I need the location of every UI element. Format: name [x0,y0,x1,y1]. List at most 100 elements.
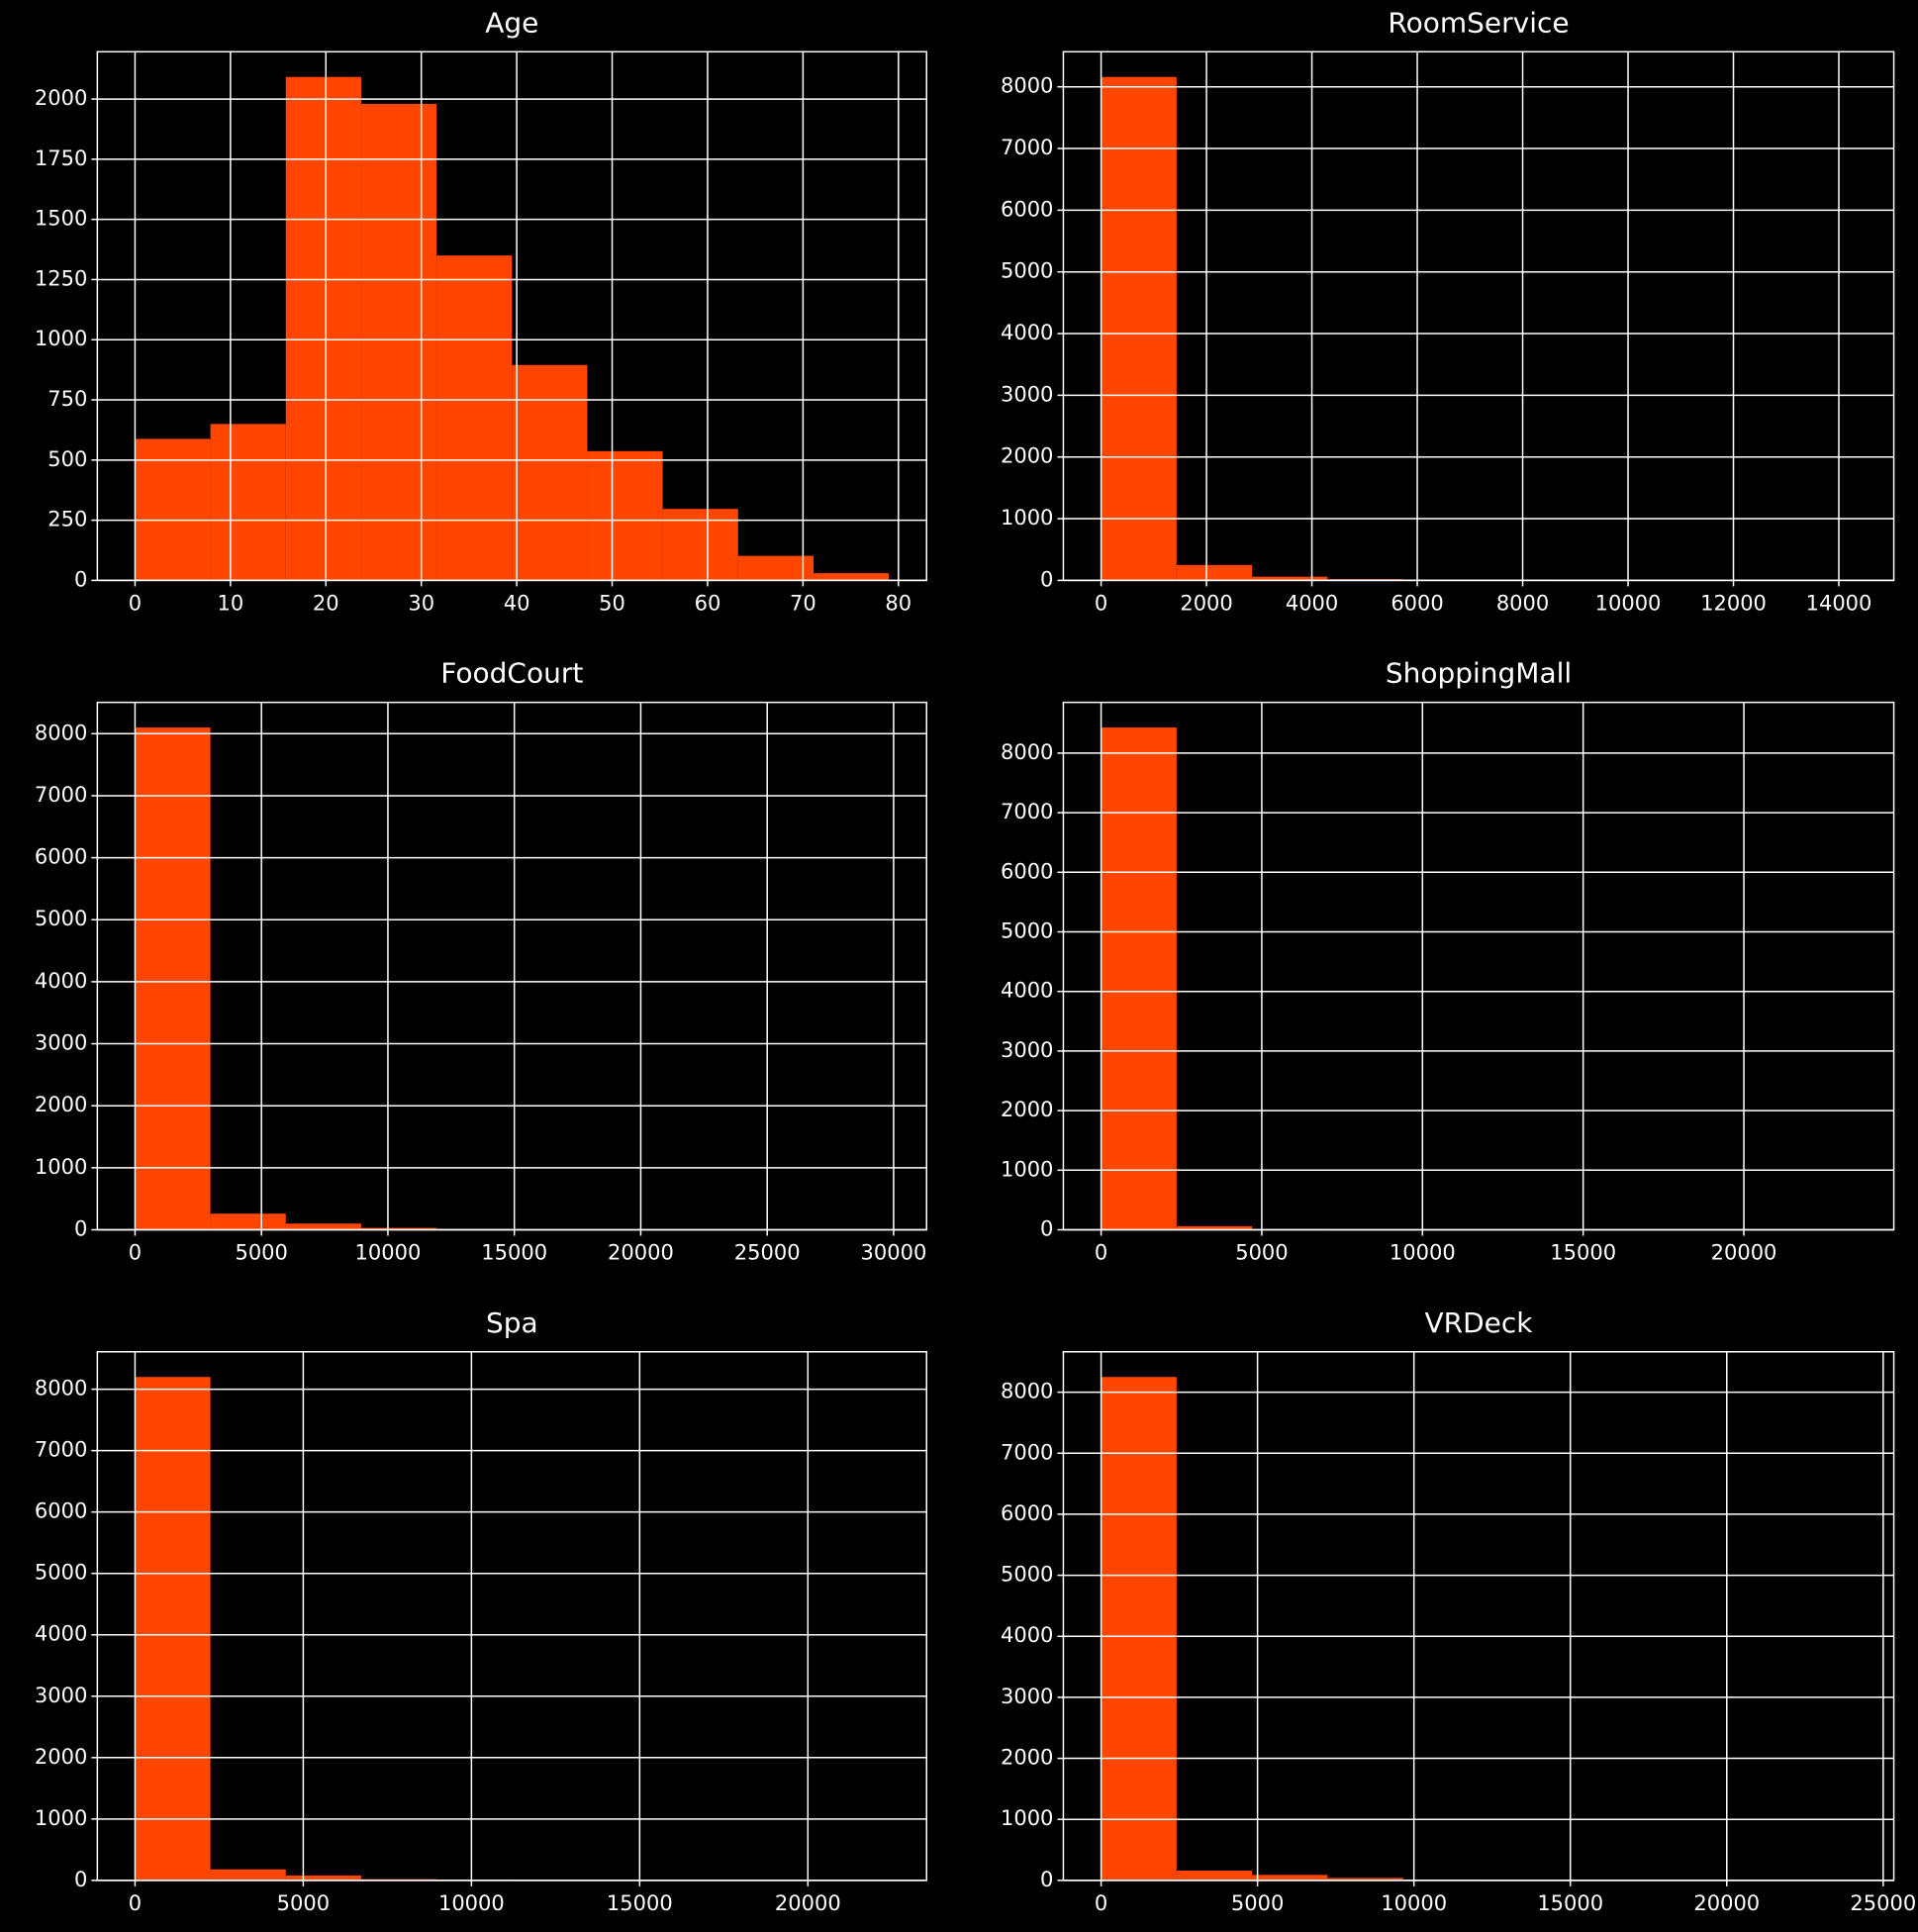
y-tick-label: 4000 [1001,321,1053,344]
x-tick-label: 20000 [1711,1241,1777,1265]
y-tick-label: 2000 [1001,444,1053,468]
y-tick-label: 1000 [35,1806,87,1830]
x-tick-label: 0 [1095,591,1107,615]
y-tick-label: 3000 [35,1684,87,1707]
axes-frame [96,701,927,1231]
bar [210,424,286,581]
bar [512,364,588,581]
x-tick-label: 0 [129,1891,142,1915]
x-tick-label: 20000 [608,1241,674,1265]
y-tick-label: 3000 [1001,1685,1053,1708]
bar [285,1875,361,1881]
y-tick-label: 6000 [1001,1501,1053,1525]
x-tick-label: 20000 [775,1891,841,1915]
y-tick-label: 1000 [1001,1157,1053,1181]
x-tick-label: 12000 [1700,591,1767,615]
y-tick-label: 4000 [1001,979,1053,1003]
bar [1176,1225,1253,1230]
bar [135,727,211,1230]
y-tick-label: 0 [1040,1217,1053,1241]
y-tick-label: 7000 [35,1438,87,1462]
x-tick-label: 4000 [1286,591,1338,615]
x-tick-label: 30000 [861,1241,927,1265]
axes-frame [96,1351,927,1882]
x-tick-label: 6000 [1391,591,1443,615]
x-tick-label: 10 [217,591,243,615]
y-tick-label: 8000 [35,721,87,744]
y-tick-label: 5000 [35,907,87,930]
y-tick-label: 8000 [1001,740,1053,764]
y-tick-label: 1000 [35,1155,87,1179]
x-tick-label: 25000 [1850,1891,1916,1915]
y-tick-label: 2000 [35,1093,87,1116]
y-tick-label: 8000 [1001,74,1053,98]
y-tick-label: 8000 [35,1377,87,1401]
x-tick-label: 0 [1095,1891,1107,1915]
y-tick-label: 8000 [1001,1380,1053,1403]
y-tick-label: 1250 [35,266,87,290]
y-tick-label: 7000 [35,783,87,807]
bar [1176,1871,1253,1881]
x-tick-label: 0 [1095,1241,1107,1265]
y-tick-label: 4000 [1001,1623,1053,1647]
bar [1101,76,1177,581]
y-tick-label: 4000 [35,969,87,993]
bar [1327,1878,1403,1881]
y-tick-label: 2000 [1001,1746,1053,1770]
x-tick-label: 8000 [1496,591,1549,615]
x-tick-label: 10000 [1595,591,1662,615]
chart-title: Age [485,6,538,39]
x-tick-label: 80 [885,591,911,615]
x-tick-label: 40 [504,591,530,615]
y-tick-label: 0 [1040,567,1053,591]
x-tick-label: 5000 [277,1891,330,1915]
x-tick-label: 10000 [438,1891,505,1915]
bar [1252,576,1328,581]
bar [210,1213,286,1230]
y-tick-label: 3000 [35,1031,87,1055]
axes-frame [1062,701,1895,1231]
bar [135,438,211,581]
x-tick-label: 25000 [734,1241,801,1265]
x-tick-label: 15000 [607,1891,673,1915]
x-tick-label: 2000 [1180,591,1232,615]
y-tick-label: 3000 [1001,1038,1053,1062]
x-tick-label: 70 [790,591,816,615]
y-tick-label: 5000 [1001,1563,1053,1587]
x-tick-label: 15000 [1550,1241,1616,1265]
bar [285,76,361,581]
y-tick-label: 7000 [1001,800,1053,823]
bar [360,103,437,581]
y-tick-label: 1750 [35,146,87,170]
bar [1252,1875,1328,1881]
x-tick-label: 5000 [235,1241,287,1265]
x-tick-label: 14000 [1806,591,1872,615]
y-tick-label: 5000 [1001,919,1053,943]
y-tick-label: 7000 [1001,1440,1053,1464]
y-tick-label: 5000 [35,1561,87,1585]
x-tick-label: 50 [599,591,625,615]
bar [1101,727,1177,1230]
chart-title: VRDeck [1424,1306,1533,1339]
bar [360,1227,437,1230]
y-tick-label: 1000 [35,327,87,350]
y-tick-label: 500 [48,447,87,471]
x-tick-label: 30 [408,591,434,615]
y-tick-label: 6000 [1001,859,1053,883]
x-tick-label: 10000 [1381,1891,1447,1915]
y-tick-label: 2000 [35,1745,87,1769]
x-tick-label: 5000 [1231,1891,1284,1915]
y-tick-label: 1000 [1001,506,1053,530]
y-tick-label: 2000 [35,86,87,110]
y-tick-label: 0 [74,1868,87,1891]
x-tick-label: 5000 [1235,1241,1288,1265]
y-tick-label: 6000 [1001,197,1053,221]
x-tick-label: 10000 [355,1241,422,1265]
bar [1101,1377,1177,1881]
chart-title: FoodCourt [440,657,583,690]
y-tick-label: 2000 [1001,1098,1053,1121]
bar [813,573,890,581]
axes-frame [1062,1351,1895,1882]
